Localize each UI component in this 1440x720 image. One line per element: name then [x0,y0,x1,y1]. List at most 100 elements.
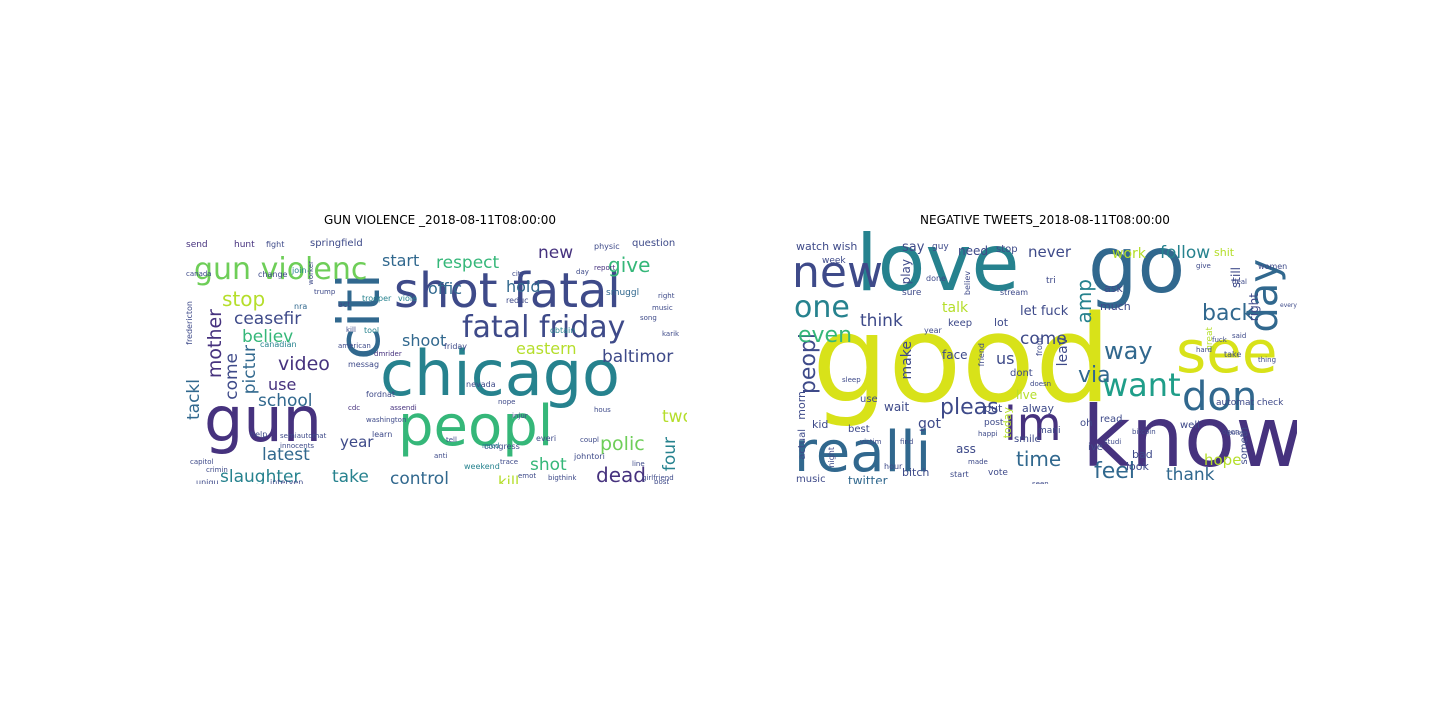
word-ass: ass [956,442,976,456]
word-week: week [822,256,846,266]
word-shot-fatal: shot fatal [394,263,621,319]
word-follow: follow [1160,243,1211,263]
word-american: american [338,342,371,350]
word-believ: believ [242,327,294,347]
word-don: don [1182,374,1258,420]
word-vote: vote [988,468,1008,478]
word-let-fuck: let fuck [1020,304,1069,319]
word-slaughter: slaughter [220,467,301,485]
word-see: see [1176,318,1278,386]
word-night: night [827,447,836,468]
word-work: work [1112,246,1146,262]
word-use: use [860,394,878,405]
word-said: said [1232,332,1247,340]
word-want: want [1102,366,1181,404]
word-pictur: pictur [240,345,260,395]
word-emot: emot [518,472,537,480]
word-via: via [1078,363,1111,388]
word-ceasefir: ceasefir [234,309,302,329]
word-year: year [924,326,942,335]
word-cdc: cdc [348,404,361,412]
word-karik: karik [662,330,680,338]
word-everyon: everyon [1280,302,1297,309]
word-city: city [512,270,525,278]
word-give: give [608,253,651,277]
word-congress: congress [484,442,520,451]
word-back: back [1202,301,1255,326]
word-use: use [268,375,297,394]
word-worker: worker [307,261,315,285]
word-right: right [1247,293,1261,322]
word-mani: mani [1038,426,1061,436]
word-sure: sure [902,288,922,298]
word-tri: tri [1046,276,1056,286]
word-eastern: eastern [516,339,577,358]
word-happi: happi [978,430,998,438]
word-semiautomat: semiautomat [280,432,327,440]
word-shot: shot [530,455,567,475]
word-today: today [1001,407,1014,439]
word-find: find [900,438,914,446]
word-peopl: peopl [398,394,554,459]
word-innocents: innocents [280,442,315,450]
word-polic: polic [600,433,645,455]
word-sleep: sleep [842,376,861,384]
word-anti: anti [434,452,448,460]
word-hunt: hunt [234,240,255,250]
word-need: need [958,244,988,258]
word-stop: stop [996,244,1018,255]
word-live: live [1016,388,1038,402]
word-look: look [1126,460,1149,473]
word-smuggl: smuggl [606,288,640,298]
word-good: good [812,291,1112,430]
word-messag: messag [348,360,380,369]
word-front: front [1035,337,1044,357]
word-nra: nra [294,302,308,311]
word-new: new [538,243,574,263]
word-four: four [660,437,680,472]
word-day: day [576,268,589,276]
word-thing: thing [1258,356,1277,364]
word-done: done [926,274,946,283]
word-think: think [860,311,903,331]
word-fight: fight [266,240,285,249]
word-realli: realli [794,420,932,484]
word-shoot: shoot [402,331,447,350]
word-twitter: twitter [848,474,888,484]
word-tell: tell [446,436,457,444]
word-take: take [1224,350,1242,359]
word-song: song [640,314,657,322]
word-bigthink: bigthink [548,474,577,482]
word-stream: stream [1000,288,1029,297]
word-video: video [278,353,330,375]
word-dmrider: dmrider [374,350,402,358]
word-reduc: reduc [506,296,529,305]
word-im: im [1004,397,1062,451]
word-us: us [996,349,1015,368]
word-canada: canada [186,270,212,278]
word-believ: believ [963,271,972,296]
word-deal: deal [1232,278,1247,286]
word-leav: leav [1055,337,1071,367]
word-keep: keep [948,318,973,329]
word-fredericton: fredericton [185,301,194,345]
word-tackl: tackl [184,379,204,420]
word-studi: studi [1104,438,1122,446]
word-actual: actual [797,429,808,460]
word-friend: friend [977,343,986,367]
word-need: need [482,442,500,450]
word-weekend: weekend [464,462,500,471]
word-change: change [258,270,288,279]
word-friday-small: friday [444,342,468,351]
word-got: got [918,416,941,432]
word-trooper: trooper [362,294,392,303]
word-know: know [1082,388,1297,484]
word-kill: kill [498,473,520,485]
word-injur: injur [512,412,528,420]
word-victim: victim [860,438,882,446]
word-right: right [658,292,675,300]
word-way: way [1104,337,1153,365]
word-hold: hold [506,277,541,296]
word-dead: dead [596,463,646,484]
word-ive: ive [1088,442,1103,453]
